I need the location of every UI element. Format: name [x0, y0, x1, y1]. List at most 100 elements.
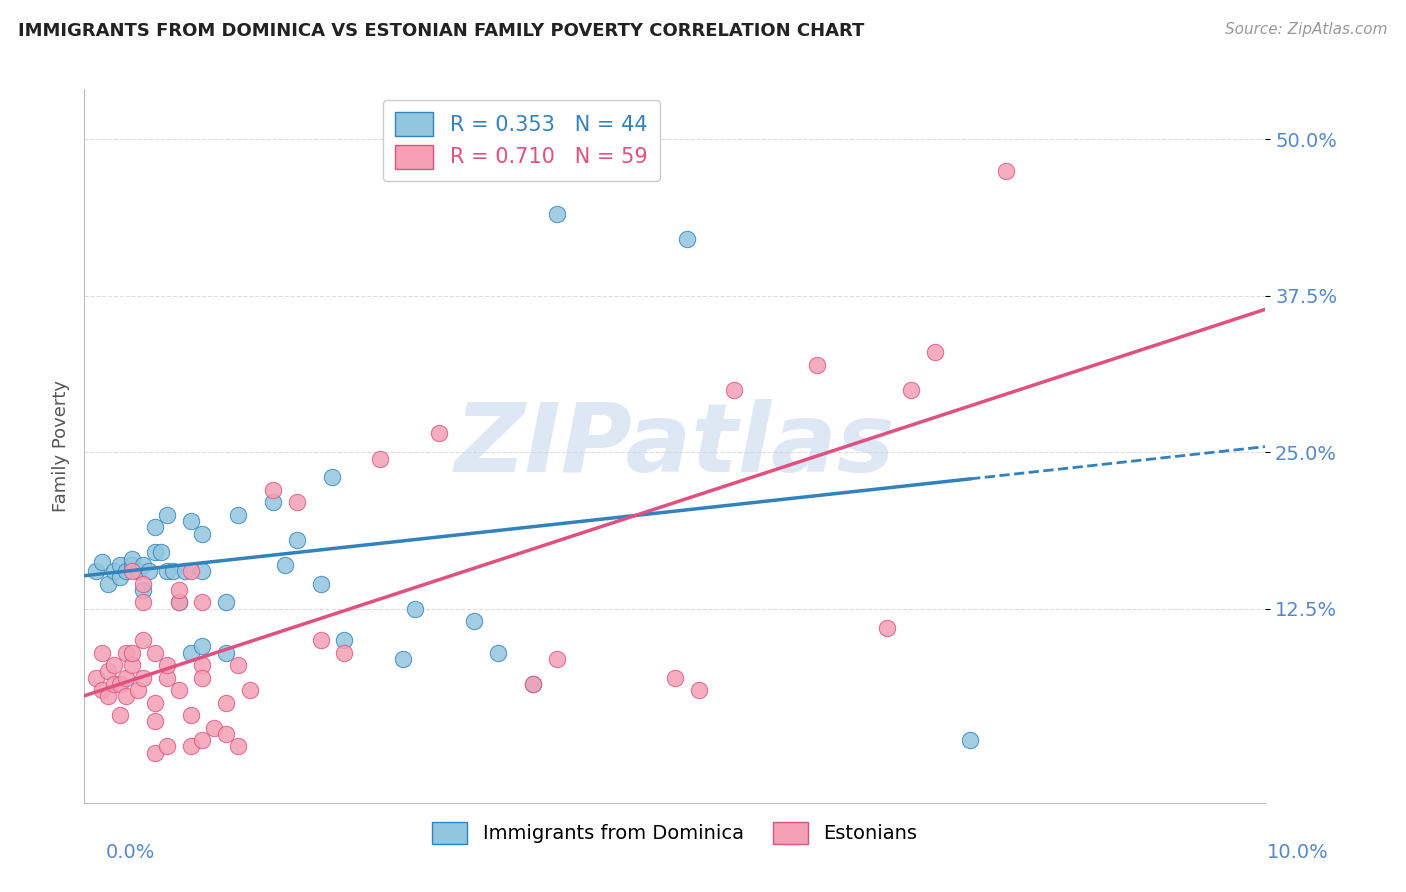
Point: [173, 564, 195, 578]
Point: [108, 677, 131, 691]
Point: [202, 721, 225, 735]
Point: [876, 621, 898, 635]
Point: [114, 671, 136, 685]
Point: [215, 727, 238, 741]
Point: [522, 677, 544, 691]
Point: [215, 696, 238, 710]
Point: [91, 646, 114, 660]
Point: [959, 733, 981, 747]
Point: [226, 658, 249, 673]
Point: [156, 739, 179, 754]
Point: [180, 646, 202, 660]
Point: [132, 576, 155, 591]
Text: 0.0%: 0.0%: [105, 843, 155, 862]
Point: [132, 671, 155, 685]
Point: [108, 570, 131, 584]
Text: Source: ZipAtlas.com: Source: ZipAtlas.com: [1225, 22, 1388, 37]
Point: [121, 646, 143, 660]
Point: [143, 714, 166, 729]
Point: [191, 595, 214, 609]
Point: [486, 646, 509, 660]
Point: [91, 683, 114, 698]
Point: [114, 564, 136, 578]
Point: [97, 690, 120, 704]
Y-axis label: Family Poverty: Family Poverty: [52, 380, 70, 512]
Point: [180, 564, 202, 578]
Point: [191, 564, 214, 578]
Point: [84, 564, 107, 578]
Point: [150, 545, 173, 559]
Point: [262, 483, 284, 497]
Point: [806, 358, 828, 372]
Text: IMMIGRANTS FROM DOMINICA VS ESTONIAN FAMILY POVERTY CORRELATION CHART: IMMIGRANTS FROM DOMINICA VS ESTONIAN FAM…: [18, 22, 865, 40]
Point: [688, 683, 710, 698]
Point: [97, 665, 120, 679]
Point: [321, 470, 343, 484]
Point: [156, 564, 179, 578]
Point: [333, 633, 356, 648]
Point: [285, 533, 308, 547]
Point: [121, 658, 143, 673]
Point: [127, 564, 149, 578]
Point: [215, 646, 238, 660]
Point: [463, 614, 485, 628]
Point: [675, 232, 697, 246]
Point: [191, 526, 214, 541]
Point: [143, 646, 166, 660]
Point: [143, 746, 166, 760]
Point: [167, 683, 190, 698]
Point: [180, 708, 202, 723]
Point: [132, 582, 155, 597]
Point: [84, 671, 107, 685]
Point: [924, 345, 946, 359]
Point: [156, 671, 179, 685]
Point: [167, 595, 190, 609]
Text: 10.0%: 10.0%: [1267, 843, 1329, 862]
Point: [127, 683, 149, 698]
Point: [108, 558, 131, 572]
Point: [132, 633, 155, 648]
Point: [167, 595, 190, 609]
Point: [138, 564, 160, 578]
Point: [262, 495, 284, 509]
Point: [114, 690, 136, 704]
Point: [546, 652, 568, 666]
Point: [404, 601, 426, 615]
Point: [191, 640, 214, 654]
Point: [156, 658, 179, 673]
Point: [309, 576, 332, 591]
Point: [91, 556, 114, 570]
Point: [900, 383, 922, 397]
Point: [162, 564, 184, 578]
Point: [191, 658, 214, 673]
Legend: Immigrants from Dominica, Estonians: Immigrants from Dominica, Estonians: [423, 812, 927, 854]
Point: [239, 683, 262, 698]
Point: [427, 426, 450, 441]
Point: [546, 207, 568, 221]
Point: [226, 739, 249, 754]
Point: [132, 558, 155, 572]
Point: [191, 733, 214, 747]
Point: [191, 671, 214, 685]
Point: [226, 508, 249, 522]
Point: [121, 558, 143, 572]
Point: [392, 652, 415, 666]
Point: [103, 677, 125, 691]
Point: [274, 558, 297, 572]
Point: [522, 157, 544, 171]
Point: [114, 646, 136, 660]
Point: [180, 514, 202, 528]
Point: [368, 451, 391, 466]
Point: [103, 564, 125, 578]
Point: [167, 582, 190, 597]
Point: [121, 551, 143, 566]
Point: [522, 677, 544, 691]
Point: [285, 495, 308, 509]
Point: [215, 595, 238, 609]
Text: ZIPatlas: ZIPatlas: [454, 400, 896, 492]
Point: [143, 696, 166, 710]
Point: [180, 739, 202, 754]
Point: [121, 564, 143, 578]
Point: [723, 383, 745, 397]
Point: [97, 576, 120, 591]
